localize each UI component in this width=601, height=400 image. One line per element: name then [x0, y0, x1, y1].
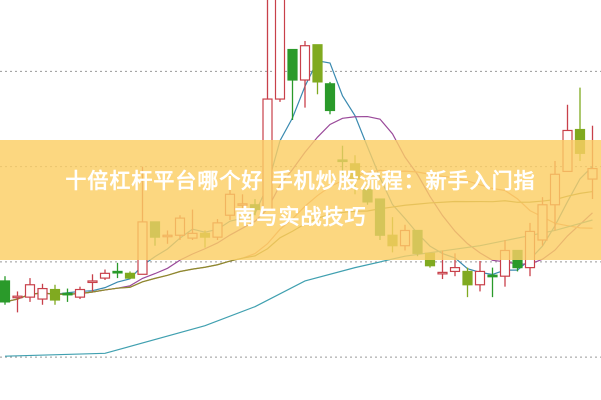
candle-down: [462, 270, 473, 286]
candle-up: [299, 45, 311, 81]
candle-up: [12, 295, 23, 299]
title-line-1: 十倍杠杆平台哪个好 手机炒股流程：新手入门指: [65, 169, 536, 193]
candle-up: [274, 0, 286, 100]
article-title: 十倍杠杆平台哪个好 手机炒股流程：新手入门指 南与实战技巧: [0, 163, 601, 235]
candle-up: [449, 267, 461, 273]
candle-down: [312, 44, 323, 83]
candle-up: [74, 288, 86, 298]
candle-up: [474, 270, 486, 286]
candle-down: [124, 272, 136, 279]
title-line-2: 南与实战技巧: [234, 205, 367, 229]
candle-down: [324, 83, 336, 112]
candle-down: [0, 280, 11, 303]
candle-up: [99, 272, 111, 279]
candle-down: [49, 288, 61, 301]
candle-down: [487, 274, 498, 278]
candle-down: [62, 292, 73, 296]
candle-up: [87, 280, 98, 284]
candle-up: [37, 287, 48, 300]
candle-down: [112, 270, 123, 274]
candle-up: [437, 271, 448, 275]
moving-average-5: [4, 60, 593, 303]
candle-up: [24, 284, 36, 298]
candle-down: [287, 48, 298, 81]
title-banner: [0, 140, 601, 260]
